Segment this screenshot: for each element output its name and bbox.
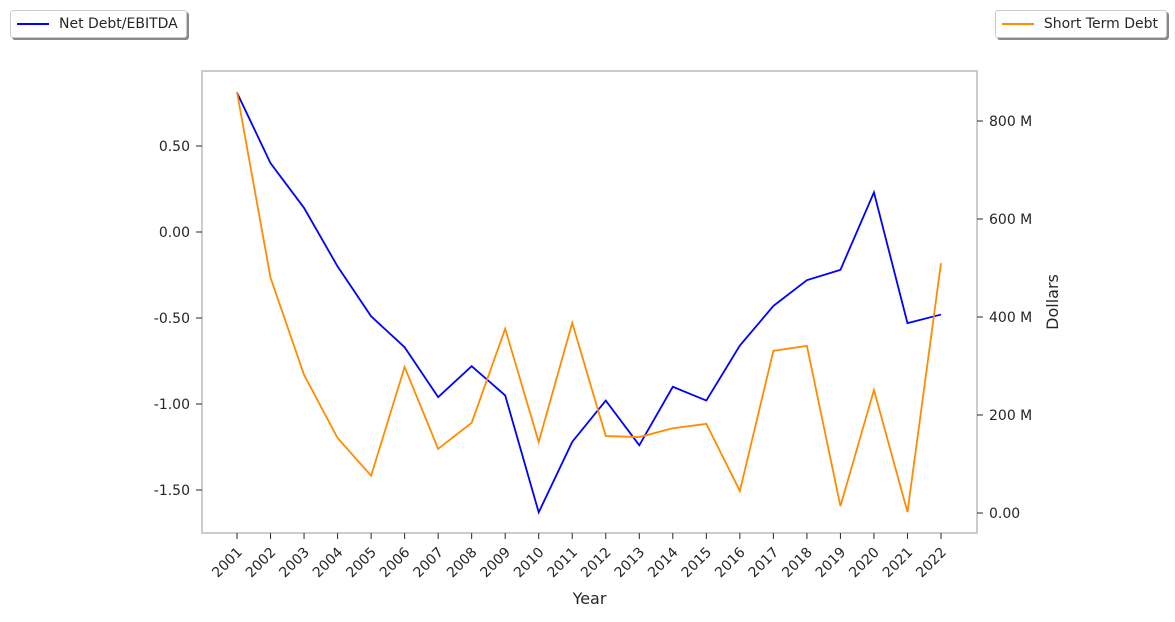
legend-label-net-debt: Net Debt/EBITDA [59,16,178,32]
x-tick-label: 2004 [310,544,347,581]
x-tick-label: 2014 [645,544,682,581]
x-tick-label: 2010 [511,545,548,582]
plot-frame [202,71,977,533]
right-tick-label: 400 M [989,310,1032,326]
x-tick-label: 2013 [612,545,649,582]
legend-swatch-short-term-debt [1002,23,1034,25]
x-tick-label: 2012 [578,545,615,582]
left-tick-label: -1.00 [154,397,190,413]
legend-label-short-term-debt: Short Term Debt [1044,16,1158,32]
series-line-short-term-debt [237,92,941,512]
series-line-net-debt-ebitda [237,93,941,513]
x-tick-label: 2002 [243,545,280,582]
right-tick-label: 600 M [989,212,1032,228]
right-axis-label: Dollars [1043,274,1062,330]
left-tick-label: 0.50 [159,139,190,155]
x-axis-label: Year [572,589,607,608]
right-tick-label: 200 M [989,408,1032,424]
right-tick-label: 0.00 [989,506,1020,522]
x-tick-label: 2003 [276,545,313,582]
legend-swatch-net-debt [17,23,49,25]
x-tick-label: 2020 [846,545,883,582]
x-tick-label: 2007 [410,545,447,582]
x-tick-label: 2017 [746,545,783,582]
x-tick-label: 2009 [478,545,515,582]
x-tick-label: 2008 [444,545,481,582]
x-tick-label: 2016 [712,544,749,581]
left-tick-label: -1.50 [154,483,190,499]
x-tick-label: 2019 [813,545,850,582]
legend-right: Short Term Debt [995,10,1167,38]
x-tick-label: 2005 [343,545,380,582]
x-tick-label: 2015 [679,545,716,582]
right-tick-label: 800 M [989,114,1032,130]
x-tick-label: 2021 [880,545,917,582]
x-tick-label: 2011 [545,545,582,582]
x-tick-label: 2006 [377,544,414,581]
x-tick-label: 2018 [779,545,816,582]
left-tick-label: 0.00 [159,225,190,241]
x-tick-label: 2001 [209,545,246,582]
left-tick-label: -0.50 [154,311,190,327]
legend-left: Net Debt/EBITDA [10,10,187,38]
x-tick-label: 2022 [913,545,950,582]
